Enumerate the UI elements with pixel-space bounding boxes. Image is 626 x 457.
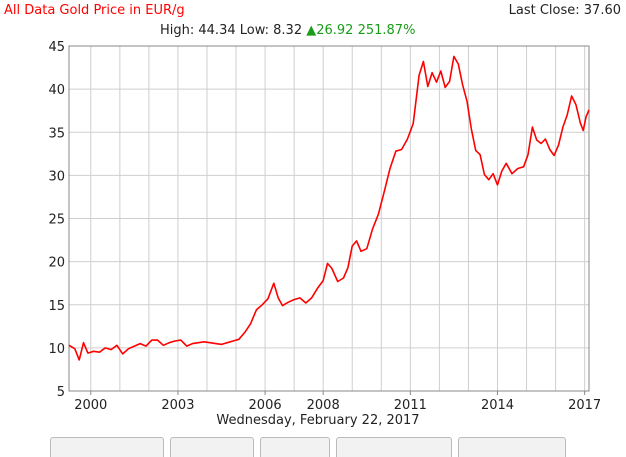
range-tab-2[interactable] — [170, 437, 254, 457]
x-tick-label: 2011 — [394, 398, 427, 413]
y-tick-label: 10 — [48, 342, 65, 357]
x-tick-label: 2017 — [568, 398, 601, 413]
up-triangle-icon: ▲ — [306, 23, 317, 38]
range-tab-5[interactable] — [458, 437, 566, 457]
x-tick-label: 2014 — [481, 398, 514, 413]
y-tick-label: 30 — [48, 169, 65, 184]
range-tab-1[interactable] — [50, 437, 164, 457]
range-tabs — [50, 437, 566, 457]
range-tab-4[interactable] — [336, 437, 452, 457]
stats-line: High: 44.34 Low: 8.32 ▲26.92 251.87% — [160, 23, 415, 38]
plot-frame — [68, 45, 590, 392]
series-layer — [68, 55, 590, 361]
high-low-label: High: 44.34 Low: 8.32 — [160, 23, 303, 38]
y-axis: 5 10 15 20 25 30 35 40 45 — [48, 40, 65, 400]
y-tick-label: 25 — [48, 213, 65, 228]
change-label: 26.92 251.87% — [316, 23, 416, 38]
last-close-label: Last Close: 37.60 — [508, 3, 621, 18]
date-label: Wednesday, February 22, 2017 — [216, 413, 420, 428]
range-tab-3[interactable] — [260, 437, 330, 457]
y-tick-label: 5 — [57, 385, 65, 400]
x-axis: 2000 2003 2006 2008 2011 2014 2017 — [74, 391, 601, 413]
y-tick-label: 45 — [48, 40, 65, 55]
chart-title: All Data Gold Price in EUR/g — [4, 3, 185, 18]
grid — [69, 45, 589, 392]
x-tick-label: 2000 — [74, 398, 107, 413]
x-tick-label: 2006 — [249, 398, 282, 413]
price-series-line-0 — [68, 55, 590, 361]
x-tick-label: 2003 — [161, 398, 194, 413]
y-tick-label: 40 — [48, 83, 65, 98]
y-tick-label: 35 — [48, 126, 65, 141]
x-tick-label: 2008 — [307, 398, 340, 413]
y-tick-label: 20 — [48, 256, 65, 271]
y-tick-label: 15 — [48, 299, 65, 314]
